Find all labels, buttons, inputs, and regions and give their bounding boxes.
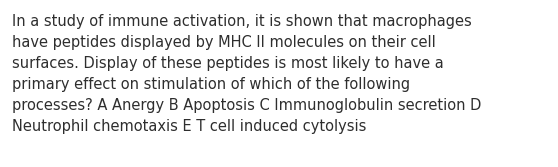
Text: In a study of immune activation, it is shown that macrophages
have peptides disp: In a study of immune activation, it is s… — [12, 14, 482, 134]
